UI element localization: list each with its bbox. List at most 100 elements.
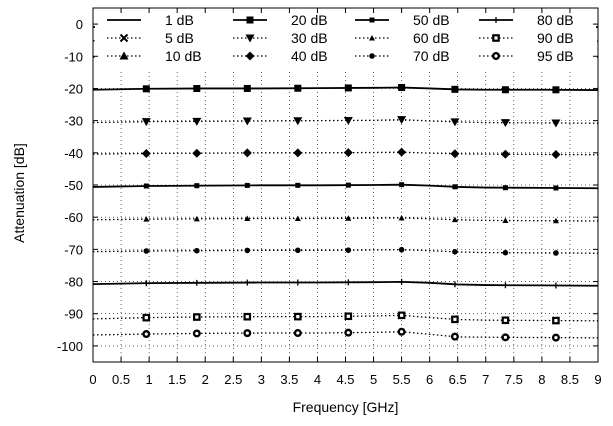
data-point-center	[195, 331, 199, 336]
legend-item: 20 dB	[233, 12, 328, 28]
data-point	[194, 247, 200, 254]
data-point	[244, 247, 251, 254]
data-point-center	[296, 331, 300, 335]
data-point	[143, 183, 149, 189]
x-tick-label: 6.5	[449, 372, 467, 387]
legend-item: 1 dB	[107, 12, 194, 28]
data-point-center	[296, 315, 300, 319]
data-point	[452, 249, 458, 255]
data-point	[345, 247, 352, 253]
data-point	[502, 185, 508, 191]
y-tick-label: -10	[64, 49, 83, 64]
x-tick-label: 7	[482, 372, 489, 387]
data-point	[552, 217, 559, 224]
data-point	[294, 84, 302, 92]
data-point	[500, 149, 510, 159]
data-point	[502, 249, 509, 256]
data-point	[551, 119, 561, 128]
x-tick-label: 8	[538, 372, 545, 387]
data-point	[141, 118, 151, 127]
legend-label: 70 dB	[413, 48, 450, 64]
data-point	[450, 149, 460, 159]
data-point-center	[144, 332, 148, 336]
legend-label: 1 dB	[165, 12, 194, 28]
data-point	[452, 184, 458, 190]
data-point	[397, 116, 407, 125]
data-point	[295, 182, 301, 188]
y-tick-label: -90	[64, 307, 83, 322]
data-point	[343, 148, 353, 158]
data-point-center	[494, 54, 498, 58]
legend-label: 50 dB	[413, 12, 450, 28]
data-point-center	[346, 314, 350, 318]
data-point	[119, 51, 129, 60]
y-tick-label: -100	[57, 339, 83, 354]
data-point-center	[554, 336, 558, 340]
legend-item: 60 dB	[355, 30, 450, 46]
data-point-center	[195, 315, 199, 319]
data-point	[244, 215, 251, 222]
data-point-center	[503, 318, 508, 322]
data-point-center	[554, 318, 558, 323]
x-tick-label: 2.5	[224, 372, 242, 387]
x-tick-label: 0.5	[112, 372, 130, 387]
series-90-db	[92, 311, 599, 325]
data-point	[451, 85, 459, 93]
x-tick-label: 4	[314, 372, 321, 387]
legend-item: 5 dB	[107, 30, 194, 46]
y-tick-label: -70	[64, 242, 83, 257]
x-tick-label: 2	[202, 372, 209, 387]
legend-item: 50 dB	[355, 12, 450, 28]
x-tick-label: 0	[89, 372, 96, 387]
legend-label: 10 dB	[165, 48, 202, 64]
tick-layer: 0 0.5 1 1.5 2 2.5 3 3.5 4 4.5 5 5.5 6 6.5 7 7.5 8 8.5 9 0 -1…	[57, 8, 602, 387]
series-line	[92, 119, 599, 124]
legend-label: 5 dB	[165, 30, 194, 46]
data-point	[345, 215, 352, 221]
data-point	[143, 216, 150, 222]
data-point	[143, 248, 150, 254]
x-tick-label: 1.5	[168, 372, 186, 387]
legend-item: 95 dB	[479, 48, 574, 64]
legend-item: 30 dB	[233, 30, 328, 46]
x-tick-label: 3.5	[280, 372, 298, 387]
data-point	[244, 182, 250, 188]
data-point	[502, 217, 509, 224]
data-point-center	[144, 316, 148, 320]
legend-label: 30 dB	[291, 30, 328, 46]
data-point	[397, 147, 407, 157]
legend-label: 40 dB	[291, 48, 328, 64]
data-point	[553, 250, 559, 256]
legend-item: 40 dB	[233, 48, 328, 64]
data-point	[501, 86, 509, 94]
data-point	[194, 183, 200, 189]
legend-label: 20 dB	[291, 12, 328, 28]
series-70-db	[92, 246, 599, 256]
series-20-db	[92, 83, 599, 94]
data-point	[344, 84, 352, 92]
data-point-center	[400, 313, 404, 317]
data-point	[192, 117, 202, 126]
series-line	[92, 280, 599, 287]
series-95-db	[92, 327, 599, 342]
y-tick-label: -50	[64, 178, 83, 193]
x-tick-label: 8.5	[561, 372, 579, 387]
data-point	[293, 148, 303, 158]
data-point	[242, 148, 252, 158]
data-point-center	[453, 317, 457, 321]
data-point	[193, 215, 200, 222]
data-point	[243, 84, 251, 92]
y-tick-label: -40	[64, 146, 83, 161]
data-point	[398, 246, 405, 253]
x-tick-label: 4.5	[336, 372, 354, 387]
data-point	[552, 86, 560, 94]
data-point	[294, 215, 301, 221]
data-point	[293, 117, 303, 126]
data-point	[369, 53, 375, 59]
data-point	[450, 118, 460, 127]
x-tick-label: 5	[370, 372, 377, 387]
data-point	[295, 247, 301, 254]
data-point	[343, 116, 353, 125]
legend-item: 10 dB	[107, 48, 202, 64]
data-point	[398, 214, 405, 221]
